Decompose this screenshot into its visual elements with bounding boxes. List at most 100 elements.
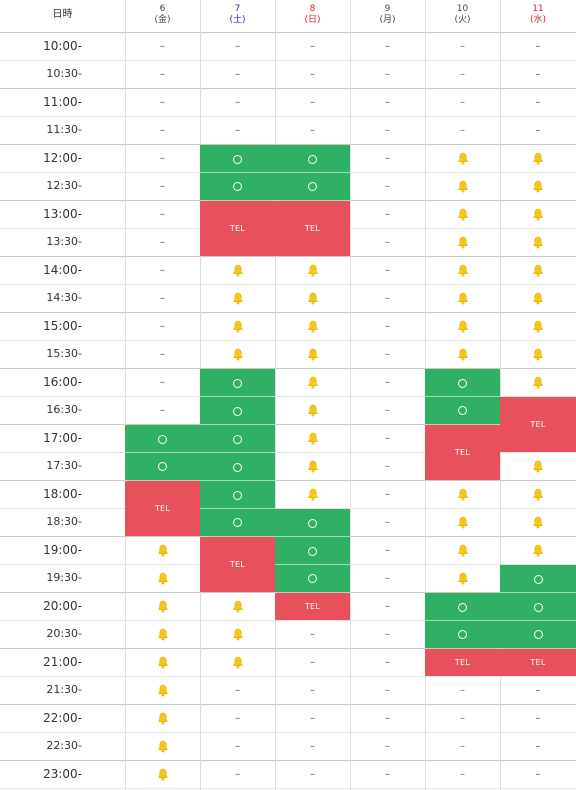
bell-icon xyxy=(457,516,469,529)
available-slot[interactable] xyxy=(200,397,275,425)
few-left-slot[interactable] xyxy=(125,761,200,788)
few-left-slot[interactable] xyxy=(500,369,576,396)
few-left-slot[interactable] xyxy=(200,649,275,676)
few-left-slot[interactable] xyxy=(500,285,576,312)
circle-icon xyxy=(458,630,467,639)
few-left-slot[interactable] xyxy=(425,509,500,536)
available-slot[interactable] xyxy=(200,145,275,173)
bell-icon xyxy=(307,292,319,305)
available-slot[interactable] xyxy=(275,537,350,565)
few-left-slot[interactable] xyxy=(200,621,275,648)
few-left-slot[interactable] xyxy=(275,257,350,284)
tel-slot[interactable]: TEL xyxy=(500,649,576,676)
day-date: 6 xyxy=(159,4,166,14)
tel-slot[interactable]: TEL xyxy=(200,537,275,592)
available-slot[interactable] xyxy=(275,173,350,200)
few-left-slot[interactable] xyxy=(200,593,275,620)
available-slot[interactable] xyxy=(275,145,350,173)
few-left-slot[interactable] xyxy=(125,733,200,760)
tel-slot[interactable]: TEL xyxy=(125,481,200,536)
few-left-slot[interactable] xyxy=(275,481,350,508)
available-slot[interactable] xyxy=(200,173,275,200)
few-left-slot[interactable] xyxy=(500,201,576,228)
few-left-slot[interactable] xyxy=(425,285,500,312)
available-slot[interactable] xyxy=(275,565,350,592)
available-slot[interactable] xyxy=(200,369,275,397)
bell-icon xyxy=(157,768,169,781)
available-slot[interactable] xyxy=(125,453,200,480)
few-left-slot[interactable] xyxy=(500,173,576,200)
available-slot[interactable] xyxy=(425,369,500,397)
few-left-slot[interactable] xyxy=(425,341,500,368)
few-left-slot[interactable] xyxy=(200,285,275,312)
available-slot[interactable] xyxy=(200,453,275,481)
available-slot[interactable] xyxy=(500,565,576,593)
few-left-slot[interactable] xyxy=(500,537,576,564)
few-left-slot[interactable] xyxy=(200,313,275,340)
few-left-slot[interactable] xyxy=(125,537,200,564)
unavailable-slot: – xyxy=(160,349,165,360)
few-left-slot[interactable] xyxy=(125,677,200,704)
unavailable-slot: – xyxy=(310,685,315,696)
few-left-slot[interactable] xyxy=(500,313,576,340)
tel-slot[interactable]: TEL xyxy=(425,649,500,676)
few-left-slot[interactable] xyxy=(125,621,200,648)
few-left-slot[interactable] xyxy=(275,285,350,312)
available-slot[interactable] xyxy=(500,621,576,648)
few-left-slot[interactable] xyxy=(425,565,500,592)
few-left-slot[interactable] xyxy=(125,649,200,676)
available-slot[interactable] xyxy=(200,509,275,536)
few-left-slot[interactable] xyxy=(425,145,500,172)
tel-slot[interactable]: TEL xyxy=(275,201,350,256)
few-left-slot[interactable] xyxy=(425,481,500,508)
few-left-slot[interactable] xyxy=(125,593,200,620)
few-left-slot[interactable] xyxy=(425,537,500,564)
few-left-slot[interactable] xyxy=(500,341,576,368)
few-left-slot[interactable] xyxy=(425,173,500,200)
few-left-slot[interactable] xyxy=(425,229,500,256)
few-left-slot[interactable] xyxy=(275,369,350,396)
few-left-slot[interactable] xyxy=(500,145,576,172)
available-slot[interactable] xyxy=(200,481,275,509)
available-slot[interactable] xyxy=(425,621,500,648)
few-left-slot[interactable] xyxy=(500,257,576,284)
bell-icon xyxy=(307,488,319,501)
day-header: 7 (土) xyxy=(200,0,275,32)
few-left-slot[interactable] xyxy=(425,201,500,228)
few-left-slot[interactable] xyxy=(500,481,576,508)
slot-separator xyxy=(125,452,200,453)
few-left-slot[interactable] xyxy=(125,565,200,592)
time-label: 14:30- xyxy=(46,291,82,304)
few-left-slot[interactable] xyxy=(275,453,350,480)
available-slot[interactable] xyxy=(275,509,350,537)
few-left-slot[interactable] xyxy=(275,313,350,340)
tel-slot[interactable]: TEL xyxy=(500,397,576,452)
unavailable-slot: – xyxy=(160,405,165,416)
available-slot[interactable] xyxy=(425,593,500,621)
few-left-slot[interactable] xyxy=(200,341,275,368)
available-slot[interactable] xyxy=(425,397,500,424)
tel-slot[interactable]: TEL xyxy=(200,201,275,256)
few-left-slot[interactable] xyxy=(125,705,200,732)
few-left-slot[interactable] xyxy=(500,509,576,536)
few-left-slot[interactable] xyxy=(500,453,576,480)
few-left-slot[interactable] xyxy=(425,257,500,284)
slot-separator xyxy=(200,508,275,509)
row-divider xyxy=(0,200,576,201)
tel-slot[interactable]: TEL xyxy=(425,425,500,480)
bell-icon xyxy=(457,544,469,557)
few-left-slot[interactable] xyxy=(200,257,275,284)
few-left-slot[interactable] xyxy=(425,313,500,340)
available-slot[interactable] xyxy=(500,593,576,621)
few-left-slot[interactable] xyxy=(275,425,350,452)
unavailable-slot: – xyxy=(460,41,465,52)
row-divider xyxy=(0,396,576,397)
available-slot[interactable] xyxy=(125,425,200,453)
tel-slot[interactable]: TEL xyxy=(275,593,350,620)
unavailable-slot: – xyxy=(235,769,240,780)
few-left-slot[interactable] xyxy=(275,397,350,424)
circle-icon xyxy=(308,154,317,164)
few-left-slot[interactable] xyxy=(275,341,350,368)
few-left-slot[interactable] xyxy=(500,229,576,256)
available-slot[interactable] xyxy=(200,425,275,453)
